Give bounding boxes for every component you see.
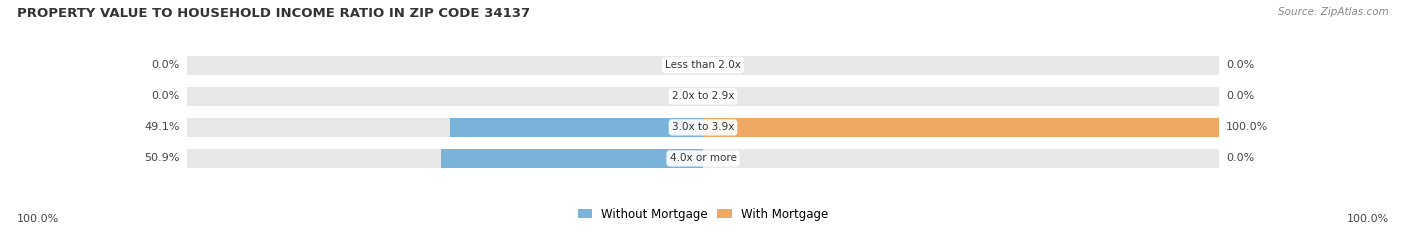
- Bar: [440, 149, 703, 168]
- Text: 3.0x to 3.9x: 3.0x to 3.9x: [672, 122, 734, 132]
- Text: 0.0%: 0.0%: [152, 60, 180, 70]
- Text: 0.0%: 0.0%: [1226, 91, 1254, 101]
- Bar: [703, 118, 1219, 137]
- Bar: [187, 149, 1219, 168]
- Bar: [187, 56, 1219, 75]
- Legend: Without Mortgage, With Mortgage: Without Mortgage, With Mortgage: [578, 208, 828, 221]
- Text: Less than 2.0x: Less than 2.0x: [665, 60, 741, 70]
- Text: 2.0x to 2.9x: 2.0x to 2.9x: [672, 91, 734, 101]
- Text: 0.0%: 0.0%: [1226, 154, 1254, 163]
- Text: 100.0%: 100.0%: [17, 214, 59, 224]
- Text: 4.0x or more: 4.0x or more: [669, 154, 737, 163]
- Text: 100.0%: 100.0%: [1226, 122, 1268, 132]
- Bar: [187, 118, 1219, 137]
- Bar: [187, 87, 1219, 106]
- Text: 0.0%: 0.0%: [1226, 60, 1254, 70]
- Text: 0.0%: 0.0%: [152, 91, 180, 101]
- Text: 100.0%: 100.0%: [1347, 214, 1389, 224]
- Text: 50.9%: 50.9%: [145, 154, 180, 163]
- Text: PROPERTY VALUE TO HOUSEHOLD INCOME RATIO IN ZIP CODE 34137: PROPERTY VALUE TO HOUSEHOLD INCOME RATIO…: [17, 7, 530, 20]
- Text: 49.1%: 49.1%: [145, 122, 180, 132]
- Text: Source: ZipAtlas.com: Source: ZipAtlas.com: [1278, 7, 1389, 17]
- Bar: [450, 118, 703, 137]
